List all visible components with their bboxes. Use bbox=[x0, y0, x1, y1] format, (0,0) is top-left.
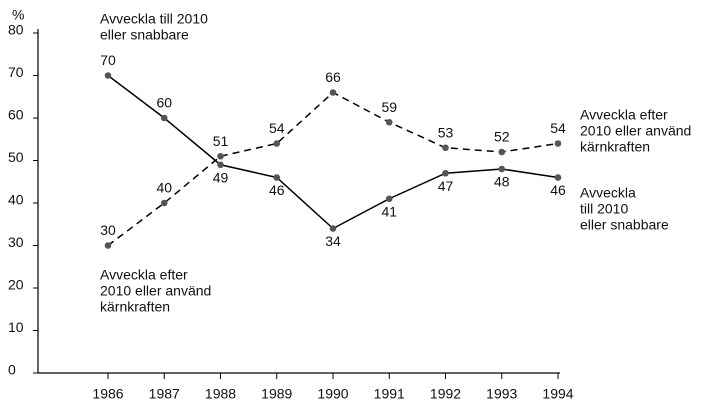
data-point bbox=[498, 165, 506, 173]
y-tick-label: 70 bbox=[8, 64, 24, 80]
data-point bbox=[217, 161, 224, 169]
y-tick-label: 60 bbox=[8, 107, 24, 123]
data-point bbox=[273, 140, 281, 147]
x-tick-label: 1989 bbox=[261, 386, 292, 402]
data-point bbox=[498, 148, 506, 156]
data-point bbox=[442, 144, 449, 152]
data-label: 59 bbox=[381, 99, 397, 115]
y-tick-label: 80 bbox=[8, 22, 24, 38]
data-point bbox=[104, 242, 112, 249]
data-label: 70 bbox=[100, 52, 116, 68]
x-tick-label: 1992 bbox=[430, 386, 461, 402]
data-label: 40 bbox=[156, 180, 172, 196]
data-label: 48 bbox=[494, 174, 510, 190]
data-label: 46 bbox=[269, 182, 285, 198]
data-label: 60 bbox=[156, 95, 172, 111]
series-line bbox=[107, 91, 559, 247]
annotation: kärnkraften bbox=[100, 299, 170, 315]
x-tick-label: 1991 bbox=[374, 386, 405, 402]
series-label: till 2010 bbox=[580, 201, 628, 217]
data-point bbox=[442, 169, 449, 177]
data-point bbox=[273, 174, 281, 181]
data-label: 34 bbox=[325, 233, 341, 249]
data-point bbox=[329, 225, 337, 232]
series-label: Avveckla efter bbox=[580, 107, 668, 123]
y-tick-label: 50 bbox=[8, 149, 24, 165]
data-point bbox=[329, 89, 337, 96]
y-tick-label: 40 bbox=[8, 192, 24, 208]
series-line bbox=[107, 74, 559, 230]
data-label: 54 bbox=[550, 120, 566, 136]
data-label: 53 bbox=[438, 124, 454, 140]
data-point bbox=[160, 199, 168, 207]
annotation: eller snabbare bbox=[100, 27, 189, 43]
data-label: 54 bbox=[269, 120, 285, 136]
data-point bbox=[104, 72, 112, 79]
y-tick-label: 20 bbox=[8, 277, 24, 293]
x-tick-label: 1993 bbox=[486, 386, 517, 402]
data-point bbox=[217, 152, 224, 160]
data-label: 41 bbox=[381, 203, 397, 219]
x-tick-label: 1994 bbox=[542, 386, 573, 402]
annotation: 2010 eller använd bbox=[100, 283, 211, 299]
series-label: kärnkraften bbox=[580, 139, 650, 155]
data-point bbox=[554, 174, 562, 181]
annotation: Avveckla till 2010 bbox=[100, 11, 208, 27]
data-point bbox=[385, 118, 393, 126]
x-tick-label: 1986 bbox=[92, 386, 123, 402]
data-label: 51 bbox=[213, 133, 229, 149]
data-label: 47 bbox=[438, 178, 454, 194]
x-tick-label: 1988 bbox=[205, 386, 236, 402]
y-tick-label: 30 bbox=[8, 234, 24, 250]
series-label: 2010 eller använd bbox=[580, 123, 691, 139]
data-label: 30 bbox=[100, 222, 116, 238]
data-label: 49 bbox=[213, 169, 229, 185]
data-point bbox=[160, 114, 168, 122]
data-label: 66 bbox=[325, 69, 341, 85]
series-label: eller snabbare bbox=[580, 217, 669, 233]
annotation: Avveckla efter bbox=[100, 267, 188, 283]
data-label: 52 bbox=[494, 129, 510, 145]
y-tick-label: 0 bbox=[8, 362, 16, 378]
series-label: Avveckla bbox=[580, 185, 636, 201]
data-label: 46 bbox=[550, 182, 566, 198]
y-tick-label: 10 bbox=[8, 319, 24, 335]
data-point bbox=[385, 195, 393, 203]
x-tick-label: 1987 bbox=[149, 386, 180, 402]
data-point bbox=[554, 140, 562, 147]
x-tick-label: 1990 bbox=[317, 386, 348, 402]
y-axis-label: % bbox=[12, 7, 24, 23]
